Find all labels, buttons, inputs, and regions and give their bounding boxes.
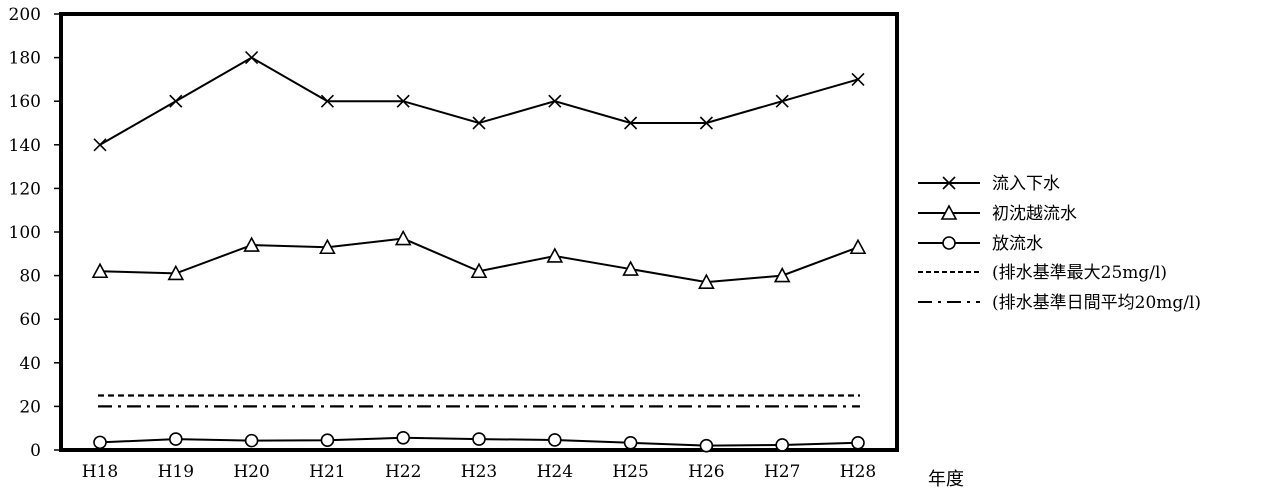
y-tick-label: 20 — [19, 397, 41, 417]
data-point-circle — [93, 435, 107, 450]
legend-label: 流入下水 — [992, 174, 1060, 194]
cross-stroke — [169, 94, 183, 108]
data-point-circle — [623, 436, 638, 450]
data-point-cross — [245, 51, 259, 65]
data-point-triangle — [167, 264, 185, 281]
data-point-triangle — [546, 247, 564, 263]
x-tick-label: H28 — [840, 462, 876, 482]
y-tick-label: 160 — [9, 92, 41, 112]
legend-label: 放流水 — [992, 234, 1043, 254]
data-point-triangle — [394, 229, 412, 246]
data-point-triangle — [243, 236, 260, 252]
legend-item: 放流水 — [918, 234, 1043, 254]
series-layer — [91, 51, 867, 453]
x-tick-label: H21 — [309, 462, 345, 482]
data-point-cross — [699, 116, 713, 130]
cross-stroke — [775, 94, 789, 108]
x-axis-title: 年度 — [928, 469, 964, 490]
cross-stroke — [851, 72, 865, 86]
y-tick-label: 80 — [19, 267, 41, 287]
legend-item: (排水基準最大25mg/l) — [918, 263, 1167, 283]
legend-item: 流入下水 — [918, 174, 1060, 194]
x-tick-label: H24 — [537, 462, 573, 482]
cross-stroke — [624, 116, 638, 130]
data-point-cross — [93, 138, 107, 152]
data-point-triangle — [470, 262, 488, 279]
data-point-circle — [547, 433, 562, 447]
data-point-triangle — [91, 262, 109, 279]
cross-stroke — [699, 116, 713, 130]
data-point-cross — [320, 94, 334, 108]
y-axis: 0 20 40 60 80 100 120 140 160 180 200 — [9, 5, 61, 461]
data-point-circle — [169, 432, 183, 446]
data-point-cross — [472, 116, 486, 130]
data-point-cross — [851, 72, 865, 86]
cross-stroke — [472, 116, 486, 130]
data-point-circle — [244, 433, 259, 448]
x-tick-label: H18 — [82, 462, 118, 482]
y-tick-label: 100 — [9, 223, 41, 243]
series-1 — [93, 51, 865, 152]
y-tick-label: 200 — [9, 5, 41, 25]
data-point-triangle — [622, 260, 639, 276]
data-point-circle — [942, 236, 956, 250]
cross-stroke — [396, 94, 410, 108]
cross-stroke — [93, 138, 107, 152]
legend-item: 初沈越流水 — [918, 204, 1077, 224]
data-point-triangle — [773, 266, 791, 283]
data-point-triangle — [698, 273, 715, 289]
data-point-triangle — [319, 238, 336, 255]
legend-item: (排水基準日間平均20mg/l) — [918, 293, 1201, 313]
data-point-circle — [775, 438, 790, 452]
series-2 — [91, 229, 867, 289]
cross-stroke — [548, 94, 562, 108]
data-point-circle — [320, 433, 335, 447]
y-tick-label: 40 — [19, 354, 41, 374]
cross-stroke — [942, 176, 956, 190]
data-point-cross — [169, 94, 183, 108]
y-tick-label: 140 — [9, 136, 41, 156]
legend-label: (排水基準最大25mg/l) — [992, 263, 1167, 283]
data-point-circle — [699, 438, 714, 453]
data-point-cross — [775, 94, 789, 108]
x-tick-label: H27 — [764, 462, 800, 482]
data-point-cross — [396, 94, 410, 108]
x-tick-label: H22 — [385, 462, 421, 482]
data-point-circle — [472, 432, 486, 446]
x-tick-label: H23 — [461, 462, 497, 482]
y-tick-label: 120 — [9, 179, 41, 199]
data-point-circle — [396, 430, 411, 445]
plot-area-frame — [59, 12, 899, 452]
x-axis: H18 H19 H20 H21 H22 H23 H24 H25 H26 H27 H28 — [82, 462, 876, 482]
x-tick-label: H19 — [158, 462, 194, 482]
legend-label: (排水基準日間平均20mg/l) — [992, 293, 1201, 313]
data-point-triangle — [940, 204, 958, 220]
data-point-cross — [548, 94, 562, 108]
y-tick-label: 60 — [19, 310, 41, 330]
y-tick-label: 0 — [30, 441, 41, 461]
data-point-circle — [851, 436, 865, 450]
y-tick-label: 180 — [9, 49, 41, 69]
cross-stroke — [320, 94, 334, 108]
x-tick-label: H20 — [233, 462, 269, 482]
data-point-cross — [624, 116, 638, 130]
data-point-cross — [942, 176, 956, 190]
x-tick-label: H26 — [688, 462, 724, 482]
cross-stroke — [245, 51, 259, 65]
series-3 — [93, 430, 865, 453]
x-tick-label: H25 — [612, 462, 648, 482]
legend-label: 初沈越流水 — [992, 204, 1077, 224]
data-point-triangle — [849, 238, 867, 255]
